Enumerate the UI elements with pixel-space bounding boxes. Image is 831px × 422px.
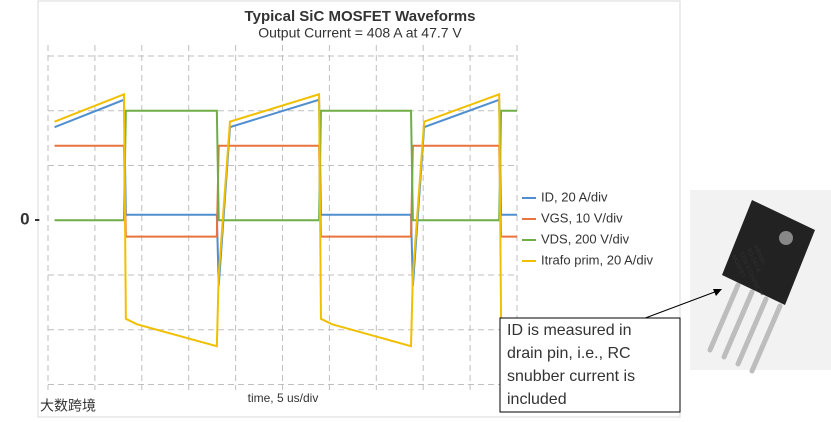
callout-text: drain pin, i.e., RC	[507, 345, 631, 362]
legend: ID, 20 A/div VGS, 10 V/div VDS, 200 V/div I…	[522, 189, 653, 267]
callout-box	[499, 317, 681, 413]
plot: 0 -	[20, 45, 518, 390]
legend-label: ID, 20 A/div	[541, 189, 608, 204]
callout-text: ID is measured in	[507, 322, 632, 339]
package-image: Infineon TO-247-4 1200 V CoolSiC™ MOSFET	[690, 190, 831, 374]
legend-label: VGS, 10 V/div	[541, 210, 623, 225]
package-body	[722, 200, 815, 305]
callout-text: snubber current is	[507, 368, 635, 385]
legend-label: VDS, 200 V/div	[541, 231, 630, 246]
callout-text: included	[507, 391, 567, 408]
callout-arrow	[639, 289, 721, 321]
chart-subtitle: Output Current = 408 A at 47.7 V	[258, 25, 462, 41]
chart-title: Typical SiC MOSFET Waveforms	[245, 8, 476, 25]
y-tick-label: 0 -	[20, 210, 40, 229]
series-line	[54, 92, 518, 348]
x-axis-label: time, 5 us/div	[248, 391, 319, 405]
watermark: 大数跨境	[40, 398, 96, 414]
legend-label: Itrafo prim, 20 A/div	[541, 252, 653, 267]
